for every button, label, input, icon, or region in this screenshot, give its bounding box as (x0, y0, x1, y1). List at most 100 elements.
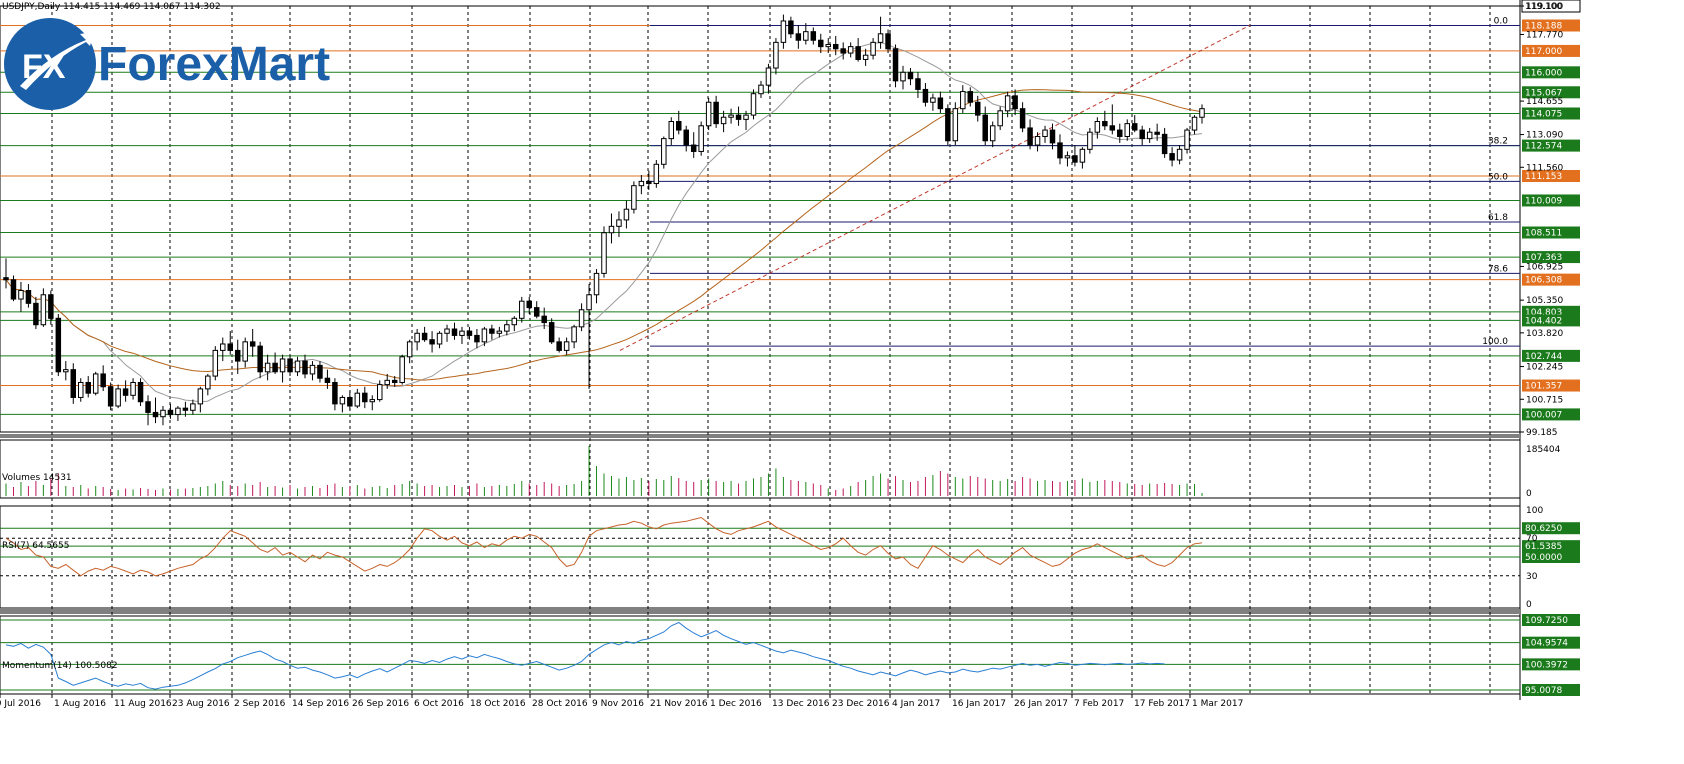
momentum-level-box (1522, 684, 1580, 696)
time-label: 28 Oct 2016 (532, 699, 588, 709)
candle-body (377, 384, 383, 401)
level-label-box (1522, 169, 1580, 182)
candle-body (1057, 142, 1063, 159)
candle-body (773, 41, 779, 69)
candle-body (205, 375, 211, 390)
pane-separator (0, 609, 1520, 614)
time-label: 9 Nov 2016 (592, 699, 644, 709)
candle-body (190, 403, 196, 411)
time-label: 16 Jan 2017 (952, 699, 1006, 709)
candle-body (803, 31, 809, 41)
candle-body (1019, 108, 1026, 129)
candle-body (324, 377, 331, 383)
forexmart-logo: FX ForexMart (4, 18, 330, 110)
candle-body (459, 330, 465, 336)
pane-frame (0, 439, 1521, 499)
rsi-level-box (1522, 540, 1580, 553)
time-label: 1 Aug 2016 (54, 699, 106, 709)
axis-tick-label: 100.715 (1526, 395, 1563, 405)
candle-body (234, 349, 241, 362)
candle-body (847, 46, 854, 54)
candle-body (997, 110, 1003, 127)
candle-body (302, 360, 308, 375)
candle-body (137, 381, 144, 403)
logo-arrow-icon (20, 32, 94, 90)
candle-body (272, 362, 278, 373)
level-label: 102.744 (1525, 352, 1562, 362)
axis-tick-label: 113.090 (1526, 131, 1563, 141)
time-label: 11 Aug 2016 (114, 699, 172, 709)
axis-tick-label: 105.350 (1526, 296, 1563, 306)
candle-body (989, 125, 996, 142)
candle-body (264, 362, 271, 373)
candle-body (623, 208, 630, 221)
level-label-box (1522, 349, 1580, 362)
candle-body (720, 116, 727, 125)
axis-tick-label: 111.560 (1526, 163, 1563, 173)
level-label-box (1522, 19, 1580, 32)
candle-body (1154, 131, 1160, 135)
candle-body (862, 54, 869, 60)
time-label: 23 Aug 2016 (172, 699, 230, 709)
volume-axis-max: 185404 (1526, 445, 1561, 455)
fib-label: 0.0 (1494, 17, 1509, 27)
candle-body (249, 341, 256, 347)
level-label: 114.075 (1525, 109, 1562, 119)
rsi-level-label: 80.6250 (1525, 524, 1562, 534)
time-label: 18 Oct 2016 (470, 699, 526, 709)
candle-body (892, 48, 899, 82)
time-label: 21 Nov 2016 (650, 699, 708, 709)
fib-label: 100.0 (1482, 337, 1508, 347)
candle-body (444, 328, 450, 334)
candle-body (780, 20, 787, 43)
candle-body (877, 33, 884, 43)
time-label: 26 Jan 2017 (1014, 699, 1068, 709)
momentum-line (5, 621, 1165, 690)
level-label-box (1522, 194, 1580, 207)
candle-body (504, 324, 510, 332)
axis-tick-label: 106.925 (1526, 262, 1563, 272)
axis-tick-label: 102.245 (1526, 363, 1563, 373)
candle-body (975, 101, 981, 116)
candle-body (788, 20, 794, 35)
candle-body (496, 330, 503, 334)
candle-body (541, 315, 547, 324)
candle-body (631, 185, 637, 210)
level-label: 108.511 (1525, 229, 1562, 239)
level-label: 100.007 (1525, 410, 1562, 420)
level-label: 111.153 (1525, 172, 1562, 182)
pane-frame (0, 615, 1521, 695)
candle-body (661, 138, 667, 165)
candle-body (646, 180, 652, 185)
candle-body (1169, 153, 1175, 161)
time-label: 7 Feb 2017 (1074, 699, 1124, 709)
candle-body (765, 67, 772, 86)
time-label: 2 Sep 2016 (234, 699, 286, 709)
candle-body (1184, 129, 1190, 150)
price-axis: 119.100 117.770 114.655 113.090 111.560 106.9… (1520, 2, 1563, 438)
candle-body (960, 91, 966, 110)
ma-fast-line (5, 42, 1203, 403)
candle-body (85, 381, 91, 394)
candle-body (227, 343, 233, 351)
candle-body (832, 44, 839, 50)
candle-body (668, 121, 675, 140)
rsi-level-label: 50.0000 (1525, 553, 1562, 563)
candle-body (578, 309, 585, 328)
rsi-axis-label: 100 (1526, 506, 1543, 516)
candle-body (100, 373, 106, 388)
trend-line (619, 24, 1251, 351)
candle-body (571, 326, 577, 343)
candle-body (279, 358, 286, 373)
candle-body (55, 317, 62, 373)
candle-body (945, 108, 951, 142)
level-label-box (1522, 273, 1580, 286)
candle-body (33, 302, 39, 326)
level-label: 107.363 (1525, 253, 1562, 263)
candle-body (287, 358, 293, 373)
axis-tick-label: 99.185 (1526, 428, 1558, 438)
ma-slow-line (5, 89, 1203, 381)
candle-body (616, 219, 622, 227)
time-label: 6 Oct 2016 (414, 699, 464, 709)
